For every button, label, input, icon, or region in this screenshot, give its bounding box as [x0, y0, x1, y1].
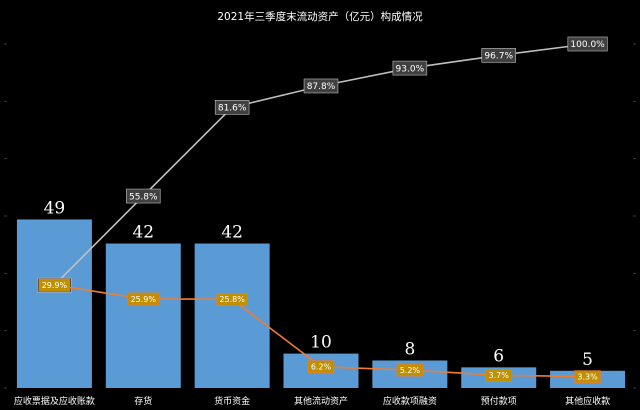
category-label: 货币资金: [214, 395, 250, 407]
category-label: 应收款项融资: [383, 395, 437, 407]
data-label-box: [307, 360, 335, 373]
data-label-box: [303, 78, 339, 94]
data-label: 29.9%: [42, 281, 68, 290]
bar-value-label: 49: [44, 198, 66, 218]
data-label: 87.8%: [307, 82, 336, 92]
bar-value-label: 6: [493, 346, 504, 366]
data-label-box: [481, 48, 516, 63]
bar: [16, 219, 92, 388]
data-label: 100.0%: [570, 40, 605, 50]
bar: [105, 243, 181, 388]
data-label: 93.0%: [396, 64, 425, 74]
bar-value-label: 42: [221, 223, 243, 243]
share-line-layer: 29.9% 25.9% 25.8% 6.2% 5.2% 3.7% 3.3%: [38, 278, 601, 383]
bars-layer: 49 42 42 10 8 6 5: [16, 198, 626, 388]
category-label: 预付款项: [481, 395, 517, 407]
bar: [194, 243, 270, 388]
data-label-box: [214, 99, 250, 115]
data-label-box: [485, 368, 512, 382]
category-label: 应收票据及应收账款: [14, 395, 95, 407]
data-label: 81.6%: [218, 104, 247, 114]
data-label-box: [127, 292, 159, 306]
right-axis-ticks: [4, 43, 636, 389]
bar-value-label: 42: [132, 223, 154, 243]
category-label: 其他流动资产: [294, 395, 348, 407]
bar-value-label: 5: [582, 350, 593, 370]
data-label: 6.2%: [311, 363, 332, 372]
data-label: 5.2%: [400, 366, 421, 375]
bar-value-label: 8: [404, 339, 415, 359]
data-label-box: [396, 363, 424, 377]
category-label: 存货: [134, 395, 152, 407]
data-label: 3.7%: [489, 371, 510, 380]
bar-value-label: 10: [310, 333, 332, 353]
data-label: 25.8%: [219, 295, 245, 304]
category-labels-layer: 应收票据及应收账款 存货 货币资金 其他流动资产 应收款项融资 预付款项 其他应收款: [14, 395, 610, 407]
data-label-box: [567, 36, 608, 52]
data-label-box: [574, 370, 601, 383]
data-label-box: [126, 188, 161, 204]
data-label-box: [392, 60, 428, 76]
chart-title: 2021年三季度末流动资产（亿元）构成情况: [217, 10, 423, 23]
data-label: 25.9%: [131, 295, 157, 304]
data-label-box: [216, 292, 248, 306]
data-label-box: [38, 278, 71, 292]
category-label: 其他应收款: [565, 395, 610, 407]
data-label: 55.8%: [129, 192, 158, 202]
data-label: 3.3%: [577, 373, 598, 382]
data-label: 96.7%: [484, 52, 513, 62]
